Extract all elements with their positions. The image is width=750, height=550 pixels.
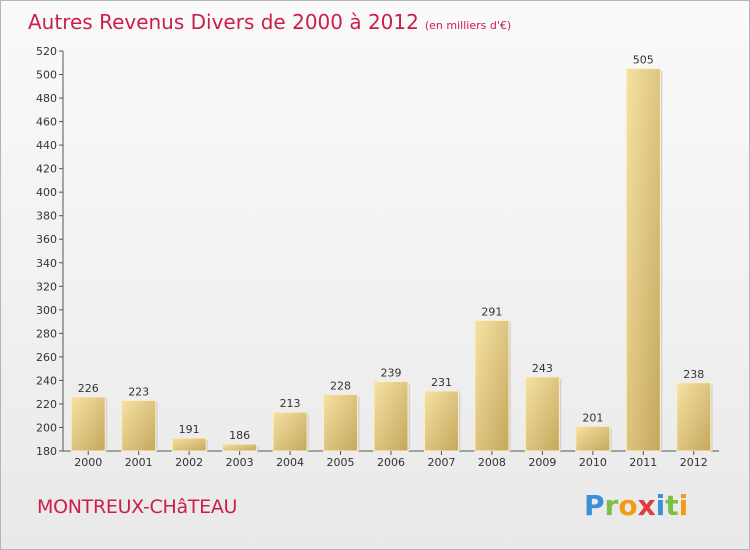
commune-name: MONTREUX-CHâTEAU	[37, 496, 238, 518]
data-label: 223	[128, 385, 149, 398]
chart-subtitle: (en milliers d'€)	[424, 19, 512, 32]
data-label: 201	[582, 411, 603, 424]
bar	[373, 381, 409, 452]
data-label: 186	[229, 429, 250, 442]
x-tick-label: 2006	[377, 456, 405, 469]
y-tick-label: 180	[36, 445, 57, 458]
bar	[625, 68, 661, 452]
y-tick-label: 200	[36, 421, 57, 434]
data-label: 228	[330, 380, 351, 393]
y-tick-label: 280	[36, 327, 57, 340]
x-tick-label: 2010	[579, 456, 607, 469]
x-tick-label: 2005	[327, 456, 355, 469]
x-tick-label: 2002	[175, 456, 203, 469]
x-tick-label: 2007	[427, 456, 455, 469]
y-tick-label: 380	[36, 210, 57, 223]
y-tick-label: 220	[36, 398, 57, 411]
bar	[171, 437, 207, 452]
y-tick-label: 260	[36, 351, 57, 364]
y-tick-label: 320	[36, 280, 57, 293]
y-tick-label: 340	[36, 257, 57, 270]
y-tick-label: 480	[36, 92, 57, 105]
data-label: 191	[179, 423, 200, 436]
x-tick-label: 2008	[478, 456, 506, 469]
bar	[474, 319, 510, 452]
title-text: Autres Revenus Divers de 2000 à 2012	[28, 10, 419, 34]
bar	[272, 411, 308, 452]
data-label: 231	[431, 376, 452, 389]
bar	[121, 399, 157, 452]
x-tick-label: 2003	[226, 456, 254, 469]
bar	[222, 443, 258, 452]
data-label: 238	[683, 368, 704, 381]
bar	[575, 425, 611, 452]
y-tick-label: 440	[36, 139, 57, 152]
data-label: 291	[481, 305, 502, 318]
data-label: 243	[532, 362, 553, 375]
y-tick-label: 400	[36, 186, 57, 199]
bar	[423, 390, 459, 452]
bar	[70, 396, 106, 452]
data-label: 226	[78, 382, 99, 395]
x-tick-label: 2009	[528, 456, 556, 469]
y-tick-label: 360	[36, 233, 57, 246]
data-label: 213	[280, 397, 301, 410]
bar	[323, 394, 359, 452]
x-tick-label: 2004	[276, 456, 304, 469]
x-tick-label: 2012	[680, 456, 708, 469]
x-tick-label: 2000	[74, 456, 102, 469]
bar	[524, 376, 560, 452]
x-tick-label: 2011	[629, 456, 657, 469]
data-label: 505	[633, 54, 654, 67]
y-tick-label: 240	[36, 374, 57, 387]
proxiti-logo: Proxiti	[584, 489, 689, 522]
y-tick-label: 300	[36, 304, 57, 317]
data-label: 239	[381, 367, 402, 380]
y-tick-label: 460	[36, 116, 57, 129]
y-tick-label: 420	[36, 163, 57, 176]
bar	[676, 382, 712, 452]
x-tick-label: 2001	[125, 456, 153, 469]
chart-title: Autres Revenus Divers de 2000 à 2012 (en …	[28, 10, 511, 34]
y-tick-label: 520	[36, 45, 57, 58]
y-tick-label: 500	[36, 69, 57, 82]
